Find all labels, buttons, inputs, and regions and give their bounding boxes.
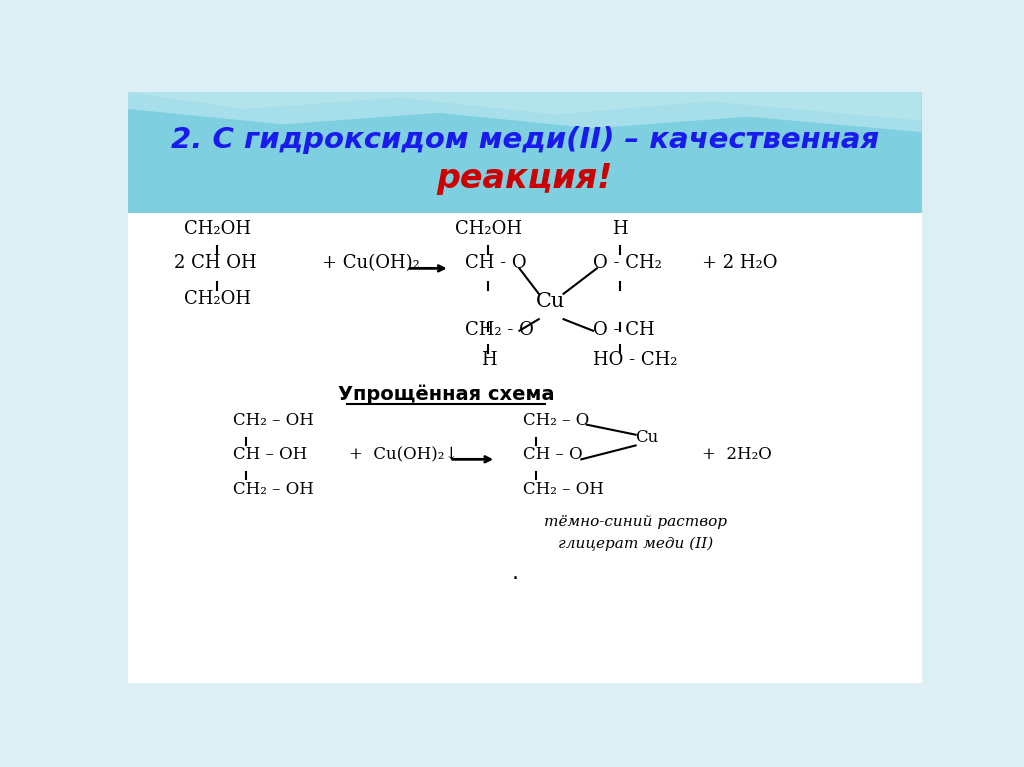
Bar	[128, 92, 922, 221]
Text: CH₂ – OH: CH₂ – OH	[232, 481, 313, 498]
Text: H: H	[612, 220, 628, 239]
Text: H: H	[480, 351, 497, 370]
Text: CH₂ – OH: CH₂ – OH	[232, 412, 313, 429]
Text: CH₂ - O: CH₂ - O	[465, 321, 534, 338]
Text: CH - O: CH - O	[465, 255, 526, 272]
Text: +  Cu(OH)₂↓: + Cu(OH)₂↓	[349, 446, 458, 463]
Polygon shape	[128, 92, 922, 132]
Bar	[128, 213, 922, 683]
Text: HO - CH₂: HO - CH₂	[593, 351, 678, 370]
Text: CH – O: CH – O	[523, 446, 583, 463]
Text: Упрощённая схема: Упрощённая схема	[338, 384, 554, 403]
Text: CH – OH: CH – OH	[232, 446, 307, 463]
Text: + Cu(OH)₂: + Cu(OH)₂	[322, 255, 420, 272]
Text: реакция!: реакция!	[436, 162, 613, 195]
Text: тёмно-синий раствор: тёмно-синий раствор	[544, 515, 727, 529]
Polygon shape	[128, 92, 922, 120]
Text: + 2 H₂O: + 2 H₂O	[701, 255, 777, 272]
Text: глицерат меди (II): глицерат меди (II)	[558, 537, 714, 551]
Text: 2. С гидроксидом меди(II) – качественная: 2. С гидроксидом меди(II) – качественная	[171, 126, 879, 153]
Text: Cu: Cu	[536, 292, 565, 311]
Text: O - CH: O - CH	[593, 321, 654, 338]
Text: CH₂ – O: CH₂ – O	[523, 412, 590, 429]
Text: CH₂OH: CH₂OH	[183, 290, 251, 308]
Text: CH₂OH: CH₂OH	[455, 220, 522, 239]
Text: .: .	[512, 563, 519, 583]
Text: 2 CH OH: 2 CH OH	[174, 255, 257, 272]
Text: CH₂OH: CH₂OH	[183, 220, 251, 239]
Text: Cu: Cu	[636, 430, 658, 446]
Text: CH₂ – OH: CH₂ – OH	[523, 481, 604, 498]
Text: +  2H₂O: + 2H₂O	[701, 446, 771, 463]
Text: O - CH₂: O - CH₂	[593, 255, 662, 272]
